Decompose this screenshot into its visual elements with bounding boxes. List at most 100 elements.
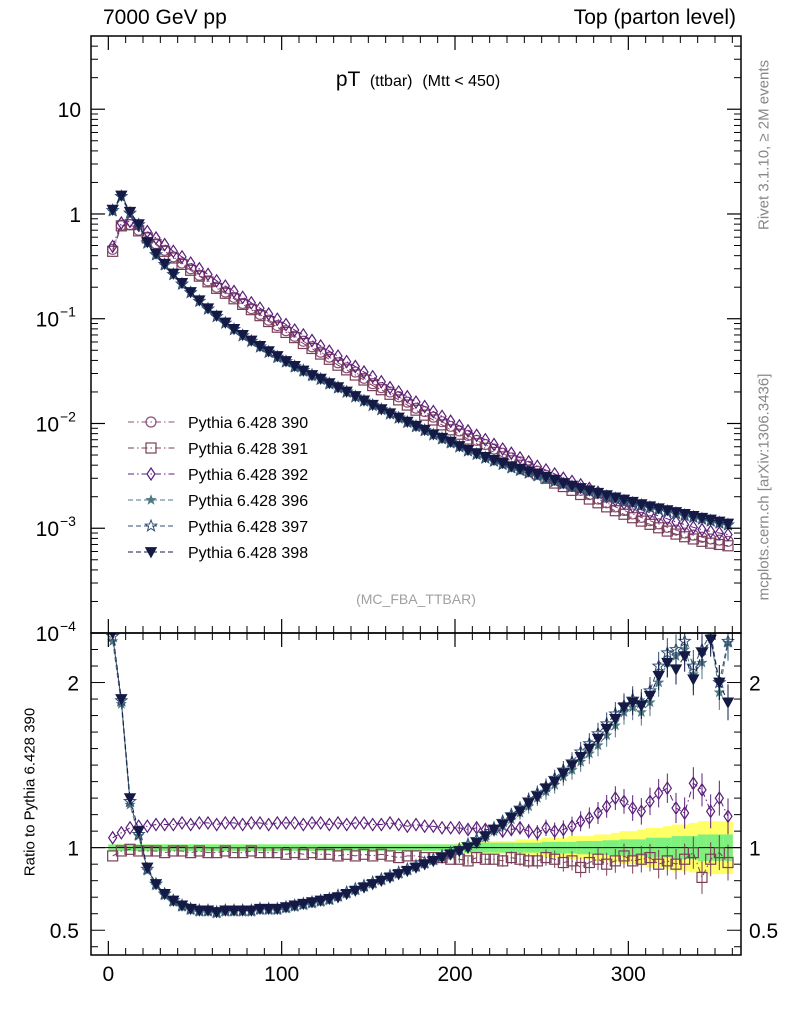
data-point bbox=[705, 804, 716, 819]
data-point bbox=[695, 647, 709, 660]
series-line bbox=[112, 220, 729, 536]
data-point bbox=[279, 902, 293, 914]
x-tick-label: 100 bbox=[264, 963, 299, 986]
data-point bbox=[323, 848, 335, 860]
data-point bbox=[617, 494, 631, 506]
data-point bbox=[575, 814, 586, 829]
data-point bbox=[306, 847, 318, 859]
x-tick-label: 300 bbox=[611, 963, 646, 986]
y-tick-label: 1 bbox=[69, 204, 81, 227]
data-point bbox=[697, 522, 707, 537]
legend-entry: Pythia 6.428 390 bbox=[128, 415, 308, 432]
data-point bbox=[246, 815, 257, 830]
data-point bbox=[315, 815, 326, 830]
data-point bbox=[151, 230, 161, 246]
data-point bbox=[435, 852, 449, 864]
data-point bbox=[323, 893, 336, 906]
data-point bbox=[428, 819, 439, 834]
data-point bbox=[479, 831, 492, 843]
ratio-series-396 bbox=[107, 633, 734, 919]
data-point bbox=[505, 851, 517, 864]
data-point bbox=[281, 317, 291, 332]
data-point bbox=[392, 412, 405, 424]
data-point bbox=[211, 847, 223, 859]
data-point bbox=[513, 806, 527, 818]
ratio-y-tick-label-right: 2 bbox=[749, 673, 761, 696]
data-point bbox=[367, 850, 379, 862]
series-line bbox=[112, 636, 729, 915]
data-point bbox=[210, 310, 223, 322]
data-point bbox=[236, 905, 249, 917]
data-point bbox=[177, 815, 187, 830]
chart-title: pT (ttbar) (Mtt < 450) bbox=[336, 68, 500, 91]
y-tick-label: 10 bbox=[36, 309, 59, 332]
data-point bbox=[366, 399, 379, 412]
data-point bbox=[305, 370, 319, 382]
data-point bbox=[401, 850, 413, 862]
data-point bbox=[514, 853, 526, 865]
data-point bbox=[314, 895, 327, 907]
chart-title-main: pT bbox=[336, 68, 361, 91]
ratio-series-398 bbox=[109, 633, 735, 919]
legend-marker bbox=[145, 494, 157, 505]
data-point bbox=[263, 315, 275, 328]
data-point bbox=[574, 751, 587, 764]
data-point bbox=[141, 237, 154, 249]
data-point bbox=[662, 511, 673, 526]
data-point bbox=[254, 310, 266, 322]
data-point bbox=[609, 713, 622, 726]
data-point bbox=[167, 268, 180, 280]
data-point bbox=[107, 830, 118, 845]
data-point bbox=[194, 261, 205, 276]
main-panel-series bbox=[105, 189, 736, 552]
data-point bbox=[175, 277, 189, 290]
data-point bbox=[271, 351, 284, 363]
data-point bbox=[549, 853, 561, 865]
data-point bbox=[610, 791, 621, 806]
data-point bbox=[557, 768, 570, 780]
data-point bbox=[721, 518, 735, 530]
ratio-y-tick-label: 2 bbox=[67, 673, 79, 696]
data-point bbox=[237, 847, 249, 859]
data-point bbox=[668, 642, 684, 656]
data-point bbox=[298, 327, 309, 343]
data-point bbox=[541, 820, 551, 835]
data-point bbox=[383, 872, 397, 884]
ratio-frame bbox=[90, 632, 742, 956]
y-tick-exponent: −4 bbox=[60, 618, 76, 634]
data-point bbox=[723, 809, 733, 824]
data-point bbox=[211, 273, 222, 288]
series-391 bbox=[107, 219, 734, 552]
data-point bbox=[385, 815, 395, 830]
data-point bbox=[669, 664, 683, 676]
legend-marker bbox=[146, 466, 156, 482]
y-tick-exponent: −1 bbox=[60, 304, 76, 320]
data-point bbox=[643, 501, 657, 513]
legend-entry: Pythia 6.428 396 bbox=[128, 493, 308, 510]
data-point bbox=[229, 284, 239, 299]
data-point bbox=[687, 847, 699, 859]
data-point bbox=[383, 408, 397, 420]
data-point bbox=[697, 782, 707, 797]
data-point bbox=[678, 651, 691, 663]
legend-label: Pythia 6.428 391 bbox=[188, 441, 308, 458]
data-point bbox=[635, 700, 648, 712]
data-point bbox=[462, 855, 474, 867]
data-point bbox=[506, 446, 517, 461]
data-point bbox=[445, 414, 456, 429]
data-point bbox=[470, 448, 483, 460]
data-point bbox=[123, 206, 137, 219]
data-point bbox=[201, 303, 215, 315]
data-point bbox=[324, 344, 335, 359]
data-point bbox=[393, 851, 405, 864]
data-point bbox=[444, 436, 457, 449]
data-point bbox=[591, 487, 605, 500]
data-point bbox=[357, 882, 371, 894]
data-point bbox=[454, 820, 465, 835]
data-point bbox=[245, 845, 257, 857]
legend-label: Pythia 6.428 390 bbox=[188, 415, 308, 432]
data-point bbox=[245, 905, 258, 917]
data-point bbox=[340, 386, 353, 398]
data-point bbox=[487, 454, 501, 467]
series-line bbox=[112, 633, 729, 913]
